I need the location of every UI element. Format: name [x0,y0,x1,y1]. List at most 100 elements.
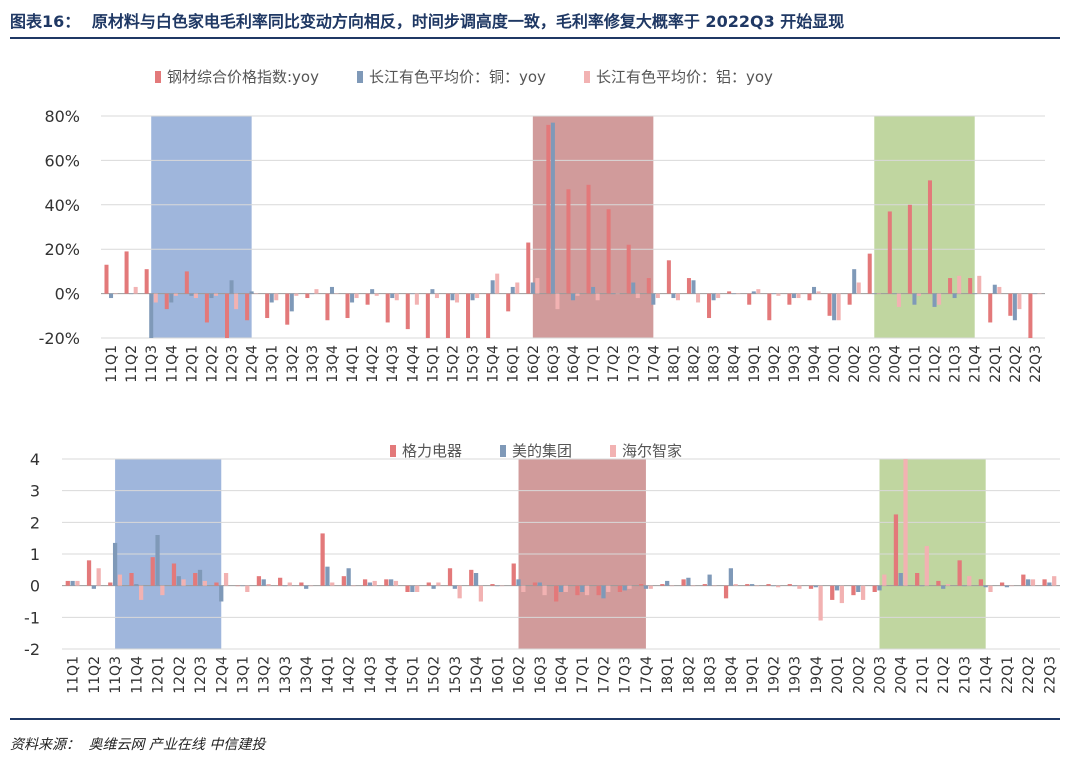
bar [852,269,857,294]
x-tick-label: 16Q2 [512,656,528,694]
bar [595,293,600,301]
x-tick-label: 16Q4 [566,345,582,383]
bar [924,546,929,586]
x-tick-label: 15Q2 [445,345,461,383]
bar [329,286,334,294]
bar [941,585,946,589]
bar [751,291,756,294]
bar [691,280,696,294]
bar [526,242,531,294]
bar [546,124,551,294]
title-rule [10,37,1060,39]
y-tick-label: 1 [30,545,40,564]
bar [797,585,802,589]
x-tick-label: 11Q4 [164,345,180,383]
bar [1017,293,1022,310]
bar [254,293,259,295]
x-tick-label: 22Q1 [988,345,1004,383]
bar [937,293,942,305]
bar [1008,293,1013,316]
chart-1-legend: 钢材综合价格指数:yoy 长江有色平均价：铜：yoy 长江有色平均价：铝：yoy [155,66,811,87]
bar [325,566,330,586]
x-tick-label: 21Q3 [957,656,973,694]
source-label: 资料来源： [10,737,80,753]
bar [365,293,370,305]
source-list: 奥维云网 产业在线 中信建投 [88,737,266,753]
x-tick-label: 19Q3 [788,656,804,694]
x-tick-label: 21Q2 [936,656,952,694]
bar [776,585,781,588]
x-tick-label: 18Q1 [666,345,682,383]
bar [445,293,450,338]
bar [532,582,538,586]
bar [665,580,670,586]
bar [712,585,717,587]
bar [510,286,515,294]
x-tick-label: 17Q1 [575,656,591,694]
bar [149,293,154,338]
legend-label: 长江有色平均价：铜：yoy [369,68,546,86]
x-tick-label: 12Q3 [193,656,209,694]
bar [96,568,101,586]
bar [176,576,181,586]
bar [1042,579,1047,586]
bar [723,585,729,599]
x-tick-label: 18Q3 [703,656,719,694]
bar [898,573,903,586]
bar [627,585,632,589]
x-tick-label: 20Q1 [830,656,846,694]
bar [104,264,109,294]
bar [75,580,80,586]
bar [867,253,872,294]
x-tick-label: 18Q2 [681,656,697,694]
bar [374,293,379,296]
bar [766,584,771,586]
bar [204,293,209,323]
bar [716,293,721,299]
bar [184,271,189,294]
bar [390,293,395,299]
x-tick-label: 15Q1 [425,345,441,383]
bar [367,582,373,586]
legend-item: 美的集团 [500,440,572,461]
bar [160,585,165,596]
x-tick-label: 19Q1 [747,345,763,383]
x-tick-label: 18Q2 [687,345,703,383]
bar [606,209,611,294]
bar [193,293,198,299]
bar [478,585,484,602]
bar [334,293,339,295]
bar [771,293,776,295]
bar [968,278,973,294]
x-tick-label: 19Q3 [787,345,803,383]
x-tick-label: 19Q1 [745,656,761,694]
bar [962,585,967,587]
bar [584,585,590,596]
bar [727,291,732,294]
x-tick-label: 18Q4 [727,345,743,383]
chart-2-legend: 格力电器 美的集团 海尔智家 [390,440,720,461]
bar [475,293,480,299]
bar [209,293,214,299]
bar [299,582,304,586]
bar [436,582,441,586]
bar [70,580,75,586]
x-tick-label: 22Q2 [1008,345,1024,383]
bar [1052,576,1057,586]
x-tick-label: 22Q2 [1021,656,1037,694]
bar [109,293,114,299]
bar [1012,293,1017,321]
x-tick-label: 14Q4 [405,345,421,383]
bar [495,273,500,294]
bar [681,579,686,586]
bar [164,293,169,310]
bar [669,585,675,587]
bar [139,585,144,600]
y-tick-label: 20% [44,240,80,259]
chart-1-svg: -20%0%20%40%60%80%11Q1 11Q2 11Q3 11Q4 12Q1 12… [39,107,1045,383]
x-tick-label: 19Q4 [807,345,823,383]
bar [915,573,920,586]
x-tick-label: 15Q4 [486,345,502,383]
x-tick-label: 16Q2 [526,345,542,383]
bar [345,293,350,319]
